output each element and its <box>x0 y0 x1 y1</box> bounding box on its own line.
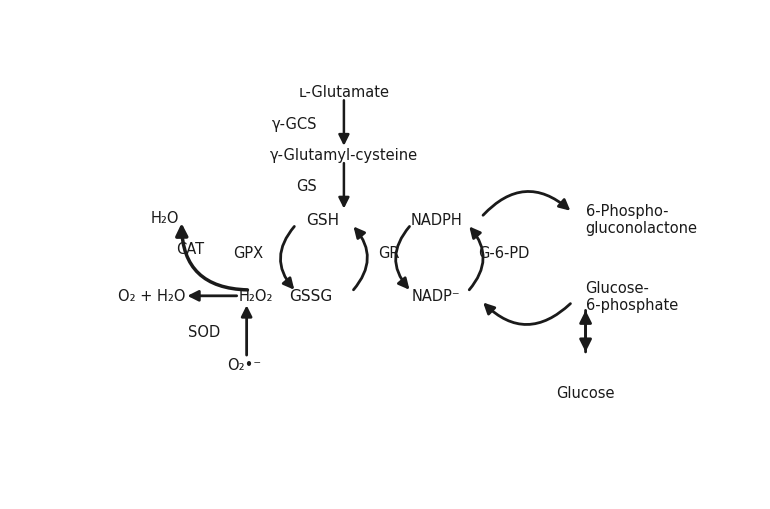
Text: GR: GR <box>378 246 400 261</box>
Text: Glucose: Glucose <box>557 385 614 400</box>
Text: H₂O: H₂O <box>151 210 179 225</box>
Text: O₂ + H₂O: O₂ + H₂O <box>118 289 186 304</box>
Text: SOD: SOD <box>188 324 220 339</box>
Text: 6-Phospho-
gluconolactone: 6-Phospho- gluconolactone <box>586 204 698 236</box>
Text: NADPH: NADPH <box>410 212 462 228</box>
Text: O₂•⁻: O₂•⁻ <box>227 357 261 372</box>
Text: G-6-PD: G-6-PD <box>478 246 530 261</box>
Text: GPΧ: GPΧ <box>233 246 263 261</box>
Text: Glucose-
6-phosphate: Glucose- 6-phosphate <box>586 280 678 313</box>
Text: CAT: CAT <box>176 242 205 257</box>
Text: ʟ-Glutamate: ʟ-Glutamate <box>299 85 390 100</box>
Text: NADP⁻: NADP⁻ <box>412 289 460 304</box>
Text: GSH: GSH <box>306 212 340 228</box>
Text: GSSG: GSSG <box>290 289 333 304</box>
Text: γ-GCS: γ-GCS <box>272 116 317 131</box>
Text: γ-Glutamyl-cysteine: γ-Glutamyl-cysteine <box>270 148 418 163</box>
Text: H₂O₂: H₂O₂ <box>239 289 273 304</box>
Text: GS: GS <box>296 179 317 194</box>
